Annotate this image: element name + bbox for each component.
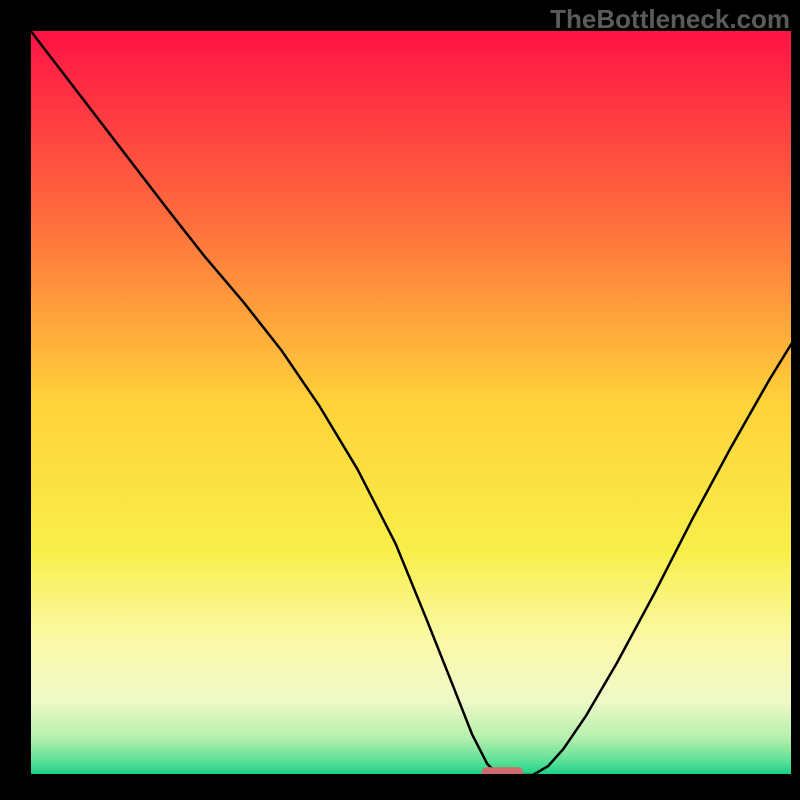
bottleneck-chart: TheBottleneck.com	[0, 0, 800, 800]
chart-svg	[0, 0, 800, 800]
gradient-background	[30, 30, 792, 775]
watermark-text: TheBottleneck.com	[550, 4, 790, 35]
